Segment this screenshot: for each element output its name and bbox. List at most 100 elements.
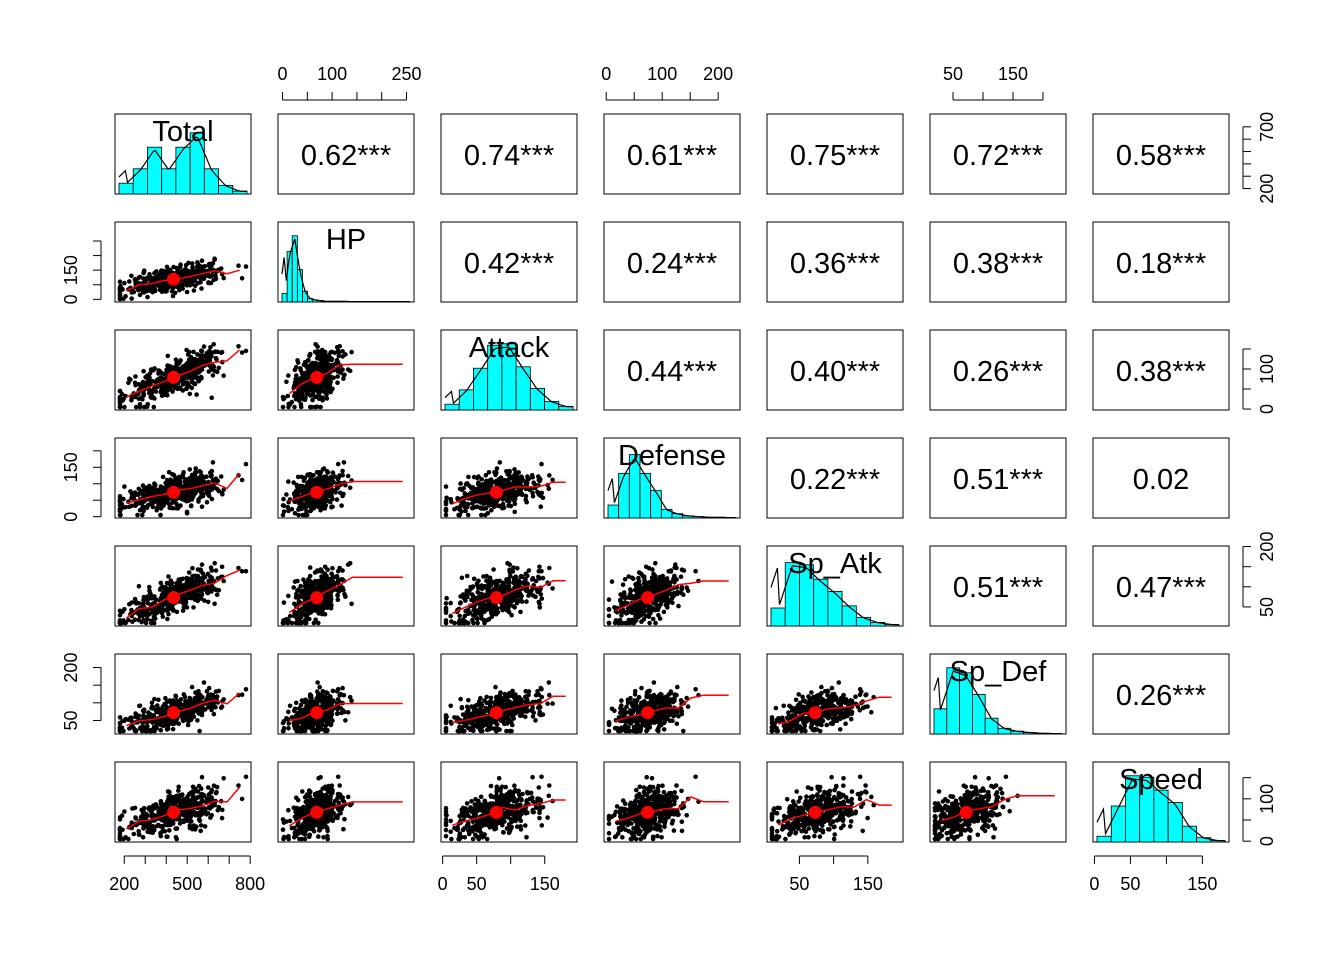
- data-point: [221, 275, 226, 281]
- data-point: [493, 472, 498, 478]
- data-point: [487, 588, 493, 593]
- data-point: [160, 501, 165, 507]
- panel-frame: [277, 545, 415, 627]
- data-point: [205, 487, 211, 493]
- data-point: [649, 575, 655, 581]
- panel-frame: [766, 113, 904, 195]
- data-point: [165, 616, 170, 622]
- data-point: [187, 595, 192, 601]
- data-point: [140, 397, 145, 402]
- data-point: [443, 620, 449, 626]
- data-point: [180, 382, 186, 387]
- data-point: [292, 367, 298, 373]
- data-point: [177, 474, 182, 480]
- data-point: [184, 511, 190, 516]
- data-point: [481, 594, 487, 599]
- data-point: [336, 589, 342, 594]
- data-point: [307, 483, 313, 488]
- data-point: [295, 360, 301, 365]
- data-point: [206, 693, 211, 698]
- panel-attack-speed: 0.38***: [1092, 329, 1230, 411]
- data-point: [194, 392, 199, 397]
- data-point: [145, 723, 150, 729]
- mean-point: [167, 485, 181, 499]
- data-point: [198, 596, 204, 601]
- data-point: [443, 484, 449, 489]
- data-point: [307, 578, 313, 584]
- data-point: [132, 490, 138, 495]
- data-point: [160, 275, 165, 281]
- data-point: [508, 482, 514, 487]
- data-point: [328, 474, 334, 480]
- histogram-bar: [529, 387, 545, 411]
- data-point: [177, 283, 182, 289]
- data-point: [212, 368, 217, 374]
- data-point: [512, 498, 517, 504]
- data-point: [127, 376, 132, 382]
- data-point: [481, 617, 487, 623]
- data-point: [164, 367, 169, 373]
- data-point: [494, 582, 500, 588]
- data-point: [481, 501, 486, 506]
- scatter-points: [117, 256, 249, 302]
- panel-frame: [603, 545, 741, 627]
- data-point: [164, 699, 170, 704]
- data-point: [518, 595, 524, 601]
- data-point: [159, 370, 164, 376]
- data-point: [180, 268, 186, 274]
- data-point: [634, 587, 640, 592]
- data-point: [485, 482, 491, 487]
- data-point: [311, 620, 317, 626]
- data-point: [122, 718, 127, 724]
- data-point: [318, 567, 324, 572]
- data-point: [141, 617, 146, 623]
- data-point: [189, 715, 195, 721]
- data-point: [530, 593, 536, 598]
- panel-frame: [277, 437, 415, 519]
- data-point: [184, 347, 189, 353]
- data-point: [457, 620, 463, 626]
- panel-frame: [766, 437, 904, 519]
- data-point: [286, 479, 291, 484]
- correlation-label: 0.62***: [301, 140, 391, 172]
- data-point: [518, 574, 523, 580]
- panel-total-total: Total: [114, 113, 252, 195]
- data-point: [117, 620, 123, 626]
- data-point: [164, 288, 169, 294]
- data-point: [449, 619, 454, 624]
- data-point: [501, 496, 506, 501]
- data-point: [136, 601, 142, 606]
- histogram-bar: [544, 400, 560, 411]
- panel-frame: [440, 437, 578, 519]
- mean-point: [167, 591, 181, 605]
- data-point: [117, 498, 123, 503]
- data-point: [152, 728, 157, 734]
- data-point: [285, 393, 291, 399]
- data-point: [632, 595, 638, 601]
- data-point: [146, 502, 151, 508]
- data-point: [199, 504, 205, 510]
- data-point: [345, 562, 351, 567]
- data-point: [204, 689, 210, 694]
- data-point: [122, 280, 127, 286]
- data-point: [172, 478, 178, 484]
- data-point: [609, 579, 615, 584]
- data-point: [650, 616, 656, 622]
- data-point: [164, 727, 170, 732]
- data-point: [647, 620, 652, 626]
- data-point: [506, 609, 512, 615]
- data-point: [206, 280, 211, 286]
- data-point: [460, 592, 466, 597]
- mean-point: [310, 591, 324, 605]
- data-point: [137, 404, 143, 410]
- data-point: [606, 613, 612, 619]
- data-point: [347, 485, 353, 491]
- data-point: [483, 472, 489, 478]
- data-point: [180, 594, 185, 599]
- data-point: [478, 613, 484, 619]
- data-point: [518, 609, 523, 615]
- data-point: [331, 375, 336, 381]
- smooth-line: [126, 692, 241, 727]
- density-curve: [118, 136, 247, 192]
- data-point: [626, 574, 631, 579]
